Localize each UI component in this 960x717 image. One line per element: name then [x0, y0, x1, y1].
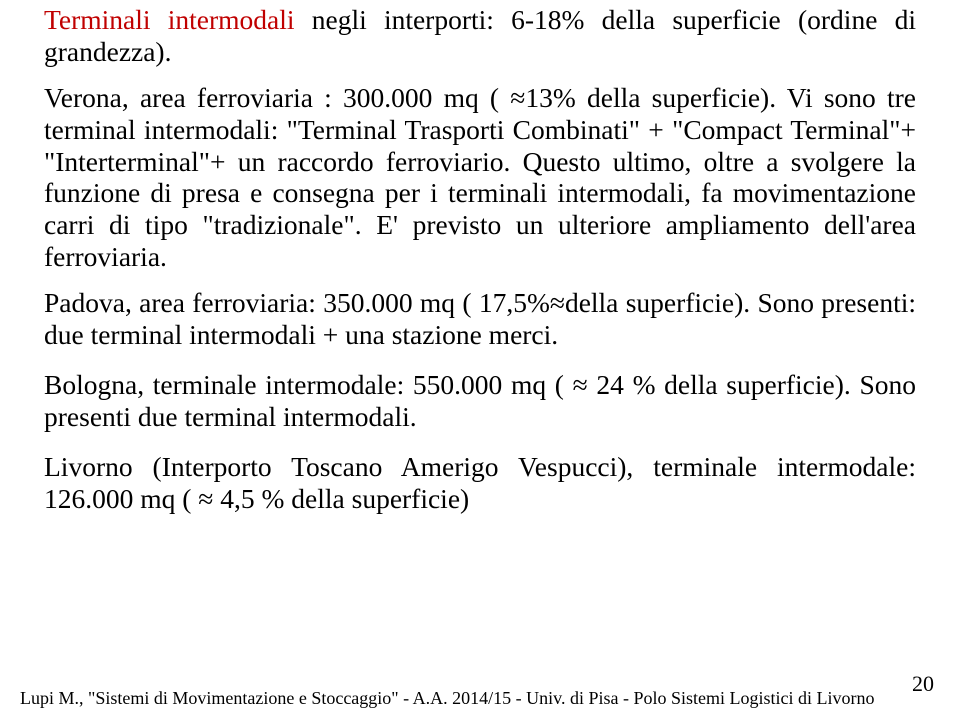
page-footer: Lupi M., "Sistemi di Movimentazione e St… [0, 671, 960, 709]
footer-citation: Lupi M., "Sistemi di Movimentazione e St… [20, 688, 874, 709]
paragraph-padova: Padova, area ferroviaria: 350.000 mq ( 1… [44, 287, 916, 351]
paragraph-livorno: Livorno (Interporto Toscano Amerigo Vesp… [44, 451, 916, 515]
paragraph-intro: Terminali intermodali negli interporti: … [44, 4, 916, 68]
page-number: 20 [912, 671, 940, 709]
paragraph-verona: Verona, area ferroviaria : 300.000 mq ( … [44, 82, 916, 273]
document-page: Terminali intermodali negli interporti: … [0, 0, 960, 717]
lead-term: Terminali intermodali [44, 4, 295, 35]
paragraph-bologna: Bologna, terminale intermodale: 550.000 … [44, 369, 916, 433]
